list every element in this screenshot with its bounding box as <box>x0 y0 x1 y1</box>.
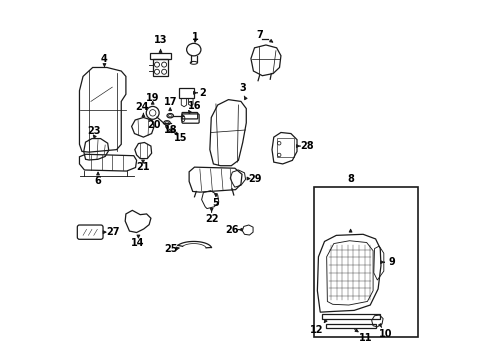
Text: 25: 25 <box>163 244 177 253</box>
Text: 19: 19 <box>145 93 159 103</box>
Text: 28: 28 <box>299 141 313 151</box>
Bar <box>152 59 168 76</box>
Text: 13: 13 <box>154 35 167 45</box>
Text: 3: 3 <box>239 83 245 93</box>
Text: 21: 21 <box>136 162 149 172</box>
Text: 9: 9 <box>387 257 394 267</box>
Text: 26: 26 <box>225 225 238 235</box>
Text: 4: 4 <box>101 54 108 64</box>
Text: 18: 18 <box>163 125 177 135</box>
Text: 12: 12 <box>309 325 323 335</box>
Text: 20: 20 <box>147 120 161 130</box>
Text: 11: 11 <box>359 333 372 342</box>
Text: 7: 7 <box>256 30 263 40</box>
Text: 15: 15 <box>173 133 187 143</box>
Text: 14: 14 <box>130 238 144 248</box>
Text: 8: 8 <box>346 174 353 184</box>
Bar <box>276 138 293 157</box>
Text: 23: 23 <box>87 126 101 136</box>
Text: 5: 5 <box>212 198 219 208</box>
Text: 24: 24 <box>135 102 149 112</box>
Text: 6: 6 <box>95 176 101 186</box>
Text: 17: 17 <box>164 97 177 107</box>
Text: 1: 1 <box>192 32 199 42</box>
Text: 22: 22 <box>204 213 218 224</box>
Bar <box>322 314 379 319</box>
Text: 10: 10 <box>378 329 392 339</box>
Text: 29: 29 <box>247 174 261 184</box>
Bar <box>149 53 171 59</box>
Bar <box>325 324 375 328</box>
Bar <box>179 88 193 98</box>
Bar <box>313 187 417 337</box>
Text: 2: 2 <box>199 88 205 98</box>
Text: 16: 16 <box>187 102 201 111</box>
Text: 27: 27 <box>106 227 120 237</box>
